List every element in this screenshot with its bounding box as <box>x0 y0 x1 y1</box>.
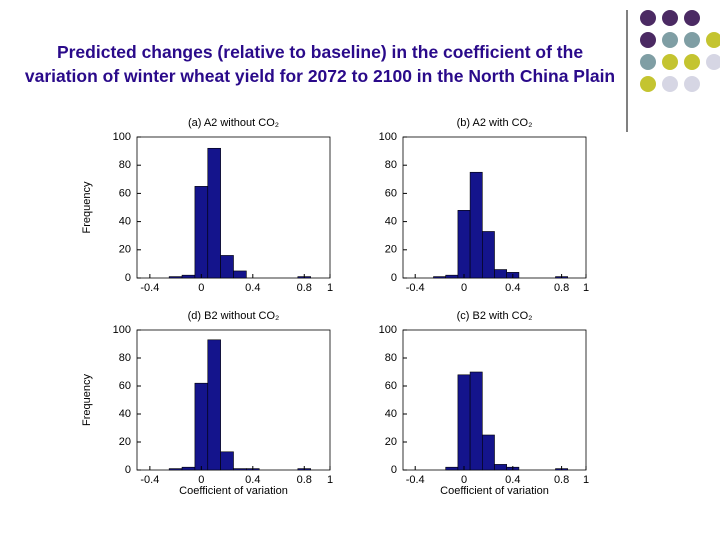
x-tick-label: 0.8 <box>297 282 312 294</box>
y-tick-label: 100 <box>379 324 397 336</box>
y-axis-label: Frequency <box>81 374 93 426</box>
bar <box>233 468 247 471</box>
x-axis-label: Coefficient of variation <box>179 485 288 497</box>
bar <box>194 186 209 279</box>
bar <box>481 434 495 471</box>
y-tick-label: 40 <box>385 408 397 420</box>
bar <box>181 466 196 471</box>
plot-area <box>136 329 331 471</box>
panel-title: (a) A2 without CO₂ <box>188 117 279 129</box>
bar <box>181 274 196 279</box>
panel-title: (c) B2 with CO₂ <box>457 310 533 322</box>
panel-title: (d) B2 without CO₂ <box>188 310 280 322</box>
bar <box>194 382 209 471</box>
bar <box>207 147 221 279</box>
x-tick-label: 1 <box>327 474 333 486</box>
bar <box>207 339 221 471</box>
x-tick-label: 0.4 <box>505 282 520 294</box>
bar <box>457 210 471 279</box>
bar <box>494 464 507 471</box>
y-tick-label: 100 <box>379 131 397 143</box>
panel-title: (b) A2 with CO₂ <box>457 117 533 129</box>
y-tick-label: 80 <box>119 352 131 364</box>
x-tick-label: -0.4 <box>140 474 159 486</box>
x-tick-label: -0.4 <box>140 282 159 294</box>
y-tick-label: 80 <box>385 159 397 171</box>
y-tick-label: 40 <box>385 216 397 228</box>
y-tick-label: 100 <box>113 131 131 143</box>
x-tick-label: 1 <box>327 282 333 294</box>
y-tick-label: 60 <box>119 380 131 392</box>
bar <box>233 270 247 279</box>
y-tick-label: 20 <box>119 436 131 448</box>
bar <box>220 255 234 279</box>
bar <box>469 171 483 279</box>
y-tick-label: 0 <box>125 464 131 476</box>
bar <box>445 274 459 279</box>
bar <box>494 269 507 279</box>
x-tick-label: 0.4 <box>505 474 520 486</box>
decor-dots <box>640 10 720 92</box>
bar <box>168 468 183 471</box>
slide-title: Predicted changes (relative to baseline)… <box>24 42 616 86</box>
bar <box>481 231 495 279</box>
y-tick-label: 100 <box>113 324 131 336</box>
x-tick-label: 0.8 <box>297 474 312 486</box>
y-tick-label: 80 <box>119 159 131 171</box>
y-tick-label: 20 <box>385 244 397 256</box>
x-tick-label: 0.8 <box>554 282 569 294</box>
x-tick-label: 0.4 <box>245 282 260 294</box>
y-tick-label: 40 <box>119 408 131 420</box>
x-tick-label: -0.4 <box>406 282 425 294</box>
x-axis-label: Coefficient of variation <box>440 485 549 497</box>
bar <box>433 276 446 279</box>
y-tick-label: 0 <box>391 464 397 476</box>
x-tick-label: 0 <box>198 474 204 486</box>
x-tick-label: 0.4 <box>245 474 260 486</box>
x-tick-label: 1 <box>583 474 589 486</box>
x-tick-label: -0.4 <box>406 474 425 486</box>
y-tick-label: 60 <box>119 187 131 199</box>
bar <box>220 451 234 471</box>
x-tick-label: 0 <box>198 282 204 294</box>
bar <box>469 371 483 471</box>
x-tick-label: 0 <box>461 282 467 294</box>
y-tick-label: 0 <box>391 272 397 284</box>
bar <box>457 374 471 471</box>
x-tick-label: 0 <box>461 474 467 486</box>
y-tick-label: 20 <box>385 436 397 448</box>
y-tick-label: 20 <box>119 244 131 256</box>
y-tick-label: 0 <box>125 272 131 284</box>
y-tick-label: 60 <box>385 380 397 392</box>
bar <box>168 276 183 279</box>
y-tick-label: 40 <box>119 216 131 228</box>
bar <box>445 466 459 471</box>
y-tick-label: 80 <box>385 352 397 364</box>
y-axis-label: Frequency <box>81 181 93 233</box>
y-tick-label: 60 <box>385 187 397 199</box>
x-tick-label: 1 <box>583 282 589 294</box>
x-tick-label: 0.8 <box>554 474 569 486</box>
